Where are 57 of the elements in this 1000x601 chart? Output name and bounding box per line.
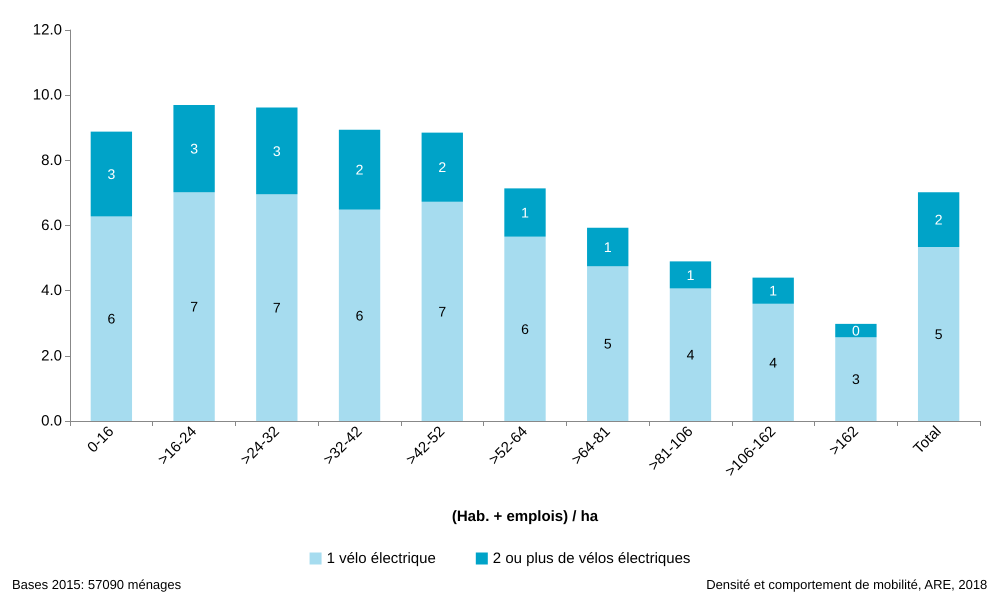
- y-tick-label: 8.0: [41, 152, 62, 169]
- text: Densité et comportement de mobilité, ARE, 2018: [706, 577, 988, 592]
- bar: [173, 192, 215, 421]
- bar: [422, 132, 463, 202]
- bar: [918, 192, 960, 248]
- legend-label: 1 vélo électrique: [326, 550, 436, 567]
- bar: [504, 188, 546, 237]
- bar: [256, 194, 298, 421]
- data-label: 1: [769, 282, 778, 299]
- y-tick-label: 12.0: [32, 22, 62, 38]
- bar: [173, 104, 215, 192]
- bar: [90, 132, 132, 216]
- bar: [338, 210, 380, 421]
- y-tick-label: 0.0: [41, 412, 62, 430]
- bar: [422, 202, 463, 421]
- data-label: 6: [521, 320, 530, 337]
- y-tick-label: 2.0: [41, 347, 62, 364]
- bar: [835, 324, 877, 338]
- bar: [256, 108, 298, 194]
- data-label: 2: [934, 212, 943, 228]
- bar: [587, 228, 628, 266]
- data-label: 5: [604, 336, 612, 352]
- legend-label: 2 ou plus de vélos électriques: [492, 550, 690, 567]
- data-label: 6: [107, 310, 116, 327]
- bar: [752, 304, 794, 421]
- text: Bases 2015: 57090 ménages: [12, 577, 182, 592]
- y-tick-label: 4.0: [41, 282, 62, 300]
- bar: [752, 278, 794, 304]
- bar: [587, 266, 628, 421]
- data-label: 3: [107, 166, 116, 182]
- data-label: 1: [604, 239, 612, 256]
- x-tick-label: 0-16: [84, 422, 118, 456]
- y-tick-label: 10.0: [32, 86, 62, 104]
- data-label: 2: [356, 162, 364, 178]
- data-label: 1: [686, 266, 695, 283]
- data-label: 7: [438, 303, 446, 320]
- bar: [670, 288, 712, 421]
- data-label: 4: [769, 354, 778, 370]
- data-label: 3: [852, 371, 860, 388]
- bar: [670, 261, 712, 288]
- data-label: 2: [438, 159, 446, 176]
- data-label: 1: [521, 204, 530, 220]
- bar: [338, 130, 380, 210]
- data-label: 0: [852, 322, 860, 339]
- data-label: 5: [934, 326, 943, 342]
- data-label: 7: [272, 300, 281, 316]
- y-tick-label: 6.0: [41, 217, 62, 234]
- bar: [90, 216, 132, 421]
- bar: [918, 247, 960, 421]
- data-label: 3: [190, 140, 198, 157]
- bar: [835, 337, 877, 421]
- data-label: 7: [190, 298, 198, 315]
- data-label: 4: [686, 346, 695, 363]
- data-label: 6: [356, 307, 364, 324]
- bar: [504, 236, 546, 421]
- x-axis-title: (Hab. + emplois) / ha: [452, 508, 599, 525]
- data-label: 3: [272, 142, 281, 159]
